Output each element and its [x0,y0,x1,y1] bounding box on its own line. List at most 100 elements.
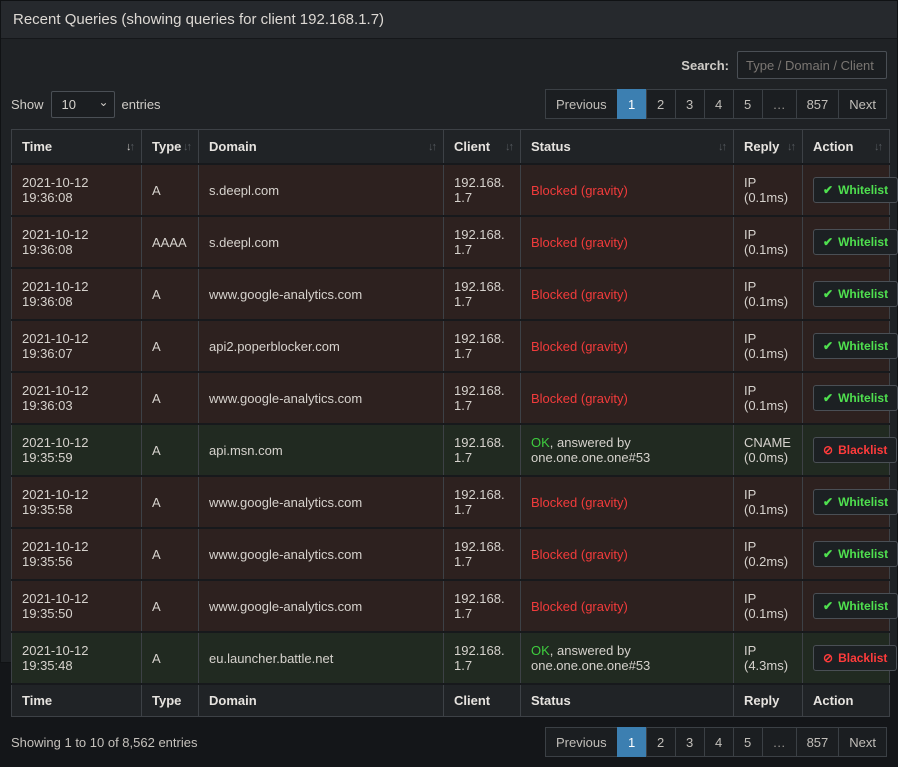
page-button-4[interactable]: 4 [703,89,734,119]
status-text: Blocked (gravity) [531,494,628,510]
cell-type: A [141,527,199,580]
cell-time: 2021-10-12 19:35:56 [11,527,142,580]
page-length-select[interactable]: 10 [50,90,115,118]
sort-up-icon: ↑ [721,140,727,153]
status-text: Blocked (gravity) [531,286,628,302]
sort-icon: ↓↑ [787,140,796,153]
footer-header-row: Time Type Domain Client Status Reply Action [11,683,890,717]
sort-icon: ↓↑ [126,140,135,153]
cell-client: 192.168.1.7 [443,423,521,476]
footer-column-header-time: Time [11,683,142,717]
previous-button[interactable]: Previous [544,89,618,119]
sort-down-icon: ↓ [505,140,510,153]
cell-type: A [141,267,199,320]
page-button-5[interactable]: 5 [732,727,763,757]
action-button-label: Whitelist [838,391,889,405]
whitelist-button[interactable]: ✔ Whitelist [813,281,898,307]
page-button-2[interactable]: 2 [645,727,676,757]
status-text: Blocked (gravity) [531,338,628,354]
footer-column-header-status: Status [520,683,734,717]
cell-type: A [141,423,199,476]
cell-domain: www.google-analytics.com [198,475,444,528]
cell-time: 2021-10-12 19:36:08 [11,215,142,268]
cell-action: ✔ Whitelist [802,579,898,632]
whitelist-button[interactable]: ✔ Whitelist [813,593,898,619]
status-text: Blocked (gravity) [531,598,628,614]
cell-status: OK, answered by one.one.one.one#53 [520,423,734,476]
table-foot: Time Type Domain Client Status Reply Action [11,683,890,717]
column-header-domain[interactable]: Domain ↓↑ [198,129,444,165]
show-label: Show [11,96,44,112]
column-header-time[interactable]: Time ↓↑ [11,129,142,165]
whitelist-button[interactable]: ✔ Whitelist [813,229,898,255]
cell-action: ✔ Whitelist [802,319,898,372]
page-length-select-wrap: 10 ⌄ [50,90,115,118]
whitelist-button[interactable]: ✔ Whitelist [813,177,898,203]
page-button-1[interactable]: 1 [616,727,647,757]
column-header-client[interactable]: Client ↓↑ [443,129,521,165]
page-ellipsis: … [761,727,797,757]
sort-up-icon: ↑ [790,140,796,153]
sort-up-icon: ↑ [129,140,135,153]
action-button-label: Whitelist [838,547,889,561]
page-button-1[interactable]: 1 [616,89,647,119]
table-head: Time ↓↑ Type ↓↑ Domain ↓↑ Client ↓↑ Status ↓↑ Repl… [11,129,890,165]
status-text: OK [531,643,550,658]
whitelist-button[interactable]: ✔ Whitelist [813,333,898,359]
page-button-2[interactable]: 2 [645,89,676,119]
column-header-reply[interactable]: Reply ↓↑ [733,129,803,165]
cell-action: ✔ Whitelist [802,527,898,580]
action-button-label: Whitelist [838,287,889,301]
check-icon: ✔ [823,183,834,197]
check-icon: ✔ [823,495,834,509]
length-row: Show 10 ⌄ entries Previous 1 2 3 4 5… 857 Next [11,89,887,119]
column-header-status[interactable]: Status ↓↑ [520,129,734,165]
search-input[interactable] [737,51,887,79]
cell-action: ✔ Whitelist [802,475,898,528]
page-button-857[interactable]: 857 [795,727,840,757]
cell-status: Blocked (gravity) [520,267,734,320]
panel-body: Search: Show 10 ⌄ entries Previous12345…… [1,39,898,767]
cell-action: ⊘ Blacklist [802,423,898,476]
action-button-label: Blacklist [838,651,888,665]
page-title: Recent Queries (showing queries for clie… [1,1,897,39]
whitelist-button[interactable]: ✔ Whitelist [813,541,898,567]
status-text: Blocked (gravity) [531,390,628,406]
cell-type: A [141,579,199,632]
next-button[interactable]: Next [838,727,887,757]
cell-status: OK, answered by one.one.one.one#53 [520,631,734,684]
status-text: OK [531,435,550,450]
column-header-action[interactable]: Action ↓↑ [802,129,890,165]
check-icon: ✔ [823,547,834,561]
table-row: 2021-10-12 19:36:08 AAAA s.deepl.com 192.16… [11,215,898,268]
cell-client: 192.168.1.7 [443,319,521,372]
cell-reply: IP (0.1ms) [733,215,803,268]
whitelist-button[interactable]: ✔ Whitelist [813,489,898,515]
blacklist-button[interactable]: ⊘ Blacklist [813,437,898,463]
cell-reply: IP (0.2ms) [733,527,803,580]
column-header-type[interactable]: Type ↓↑ [141,129,199,165]
sort-icon: ↓↑ [183,140,192,153]
check-icon: ✔ [823,287,834,301]
whitelist-button[interactable]: ✔ Whitelist [813,385,898,411]
previous-button[interactable]: Previous [544,727,618,757]
blacklist-button[interactable]: ⊘ Blacklist [813,645,898,671]
page-button-3[interactable]: 3 [674,89,705,119]
cell-action: ✔ Whitelist [802,371,898,424]
next-button[interactable]: Next [838,89,887,119]
cell-time: 2021-10-12 19:36:08 [11,267,142,320]
cell-client: 192.168.1.7 [443,267,521,320]
page-button-5[interactable]: 5 [732,89,763,119]
check-icon: ✔ [823,235,834,249]
page-button-857[interactable]: 857 [795,89,840,119]
cell-domain: api.msn.com [198,423,444,476]
page-button-3[interactable]: 3 [674,727,705,757]
cell-domain: s.deepl.com [198,163,444,216]
sort-down-icon: ↓ [183,140,188,153]
footer-column-header-action: Action [802,683,890,717]
page-button-4[interactable]: 4 [703,727,734,757]
